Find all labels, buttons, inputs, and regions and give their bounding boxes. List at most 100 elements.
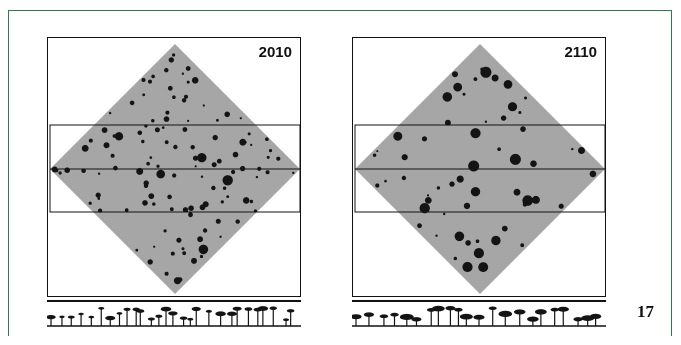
tree-crown	[191, 257, 197, 264]
tree-crown	[211, 185, 216, 191]
tree-crown	[384, 179, 387, 183]
tree-crown	[421, 136, 428, 142]
tree-crown	[199, 254, 204, 259]
tree-crown	[165, 110, 170, 115]
tree-crown	[173, 144, 178, 150]
tree-canopy	[498, 310, 513, 317]
tree-crown	[151, 74, 155, 79]
tree-crown	[142, 93, 146, 97]
stand-plot-svg	[49, 44, 300, 294]
tree-crown	[147, 259, 153, 265]
tree-crown	[149, 156, 153, 159]
tree-canopy	[98, 307, 105, 310]
tree-crown	[239, 165, 246, 172]
tree-canopy	[215, 311, 226, 317]
tree-crown	[484, 120, 488, 123]
tree-canopy	[445, 305, 456, 311]
tree-canopy	[191, 306, 201, 312]
tree-crown	[184, 94, 188, 99]
tree-canopy	[67, 315, 75, 319]
tree-crown	[516, 160, 520, 163]
tree-canopy	[168, 311, 178, 316]
tree-crown	[417, 223, 422, 229]
side-profile-svg	[352, 300, 606, 327]
tree-crown	[470, 187, 481, 197]
tree-crown	[114, 132, 124, 141]
tree-crown	[192, 155, 199, 161]
tree-crown	[81, 168, 86, 173]
tree-crown	[292, 171, 295, 175]
side-profile-svg	[47, 300, 301, 327]
tree-crown	[167, 194, 172, 200]
tree-crown	[163, 229, 167, 233]
tree-crown	[376, 150, 379, 153]
tree-crown	[216, 158, 222, 164]
tree-canopy	[187, 317, 194, 321]
side-profile-2110	[352, 300, 606, 327]
tree-crown	[172, 53, 176, 57]
tree-crown	[154, 127, 160, 133]
tree-crown	[190, 145, 195, 150]
tree-crown	[578, 147, 585, 154]
tree-crown	[442, 92, 453, 102]
tree-crown	[589, 170, 597, 178]
tree-canopy	[136, 309, 145, 313]
tree-crown	[182, 207, 189, 213]
tree-canopy	[244, 307, 253, 311]
tree-crown	[172, 95, 176, 99]
tree-canopy	[390, 312, 399, 317]
tree-crown	[141, 78, 146, 82]
tree-canopy	[432, 305, 445, 312]
tree-crown	[500, 115, 507, 121]
tree-crown	[518, 111, 522, 114]
tree-crown	[108, 111, 112, 115]
tree-crown	[153, 245, 156, 248]
tree-crown	[253, 209, 257, 213]
tree-crown	[97, 197, 101, 200]
tree-crown	[456, 175, 464, 183]
tree-crown	[172, 173, 177, 178]
tree-canopy	[557, 306, 569, 312]
tree-canopy	[573, 317, 583, 322]
tree-crown	[453, 256, 457, 261]
tree-crown	[452, 71, 458, 78]
tree-crown	[463, 202, 471, 210]
tree-crown	[148, 79, 152, 84]
tree-crown	[226, 195, 230, 199]
tree-crown	[491, 74, 499, 82]
tree-crown	[198, 244, 209, 255]
tree-canopy	[363, 312, 375, 317]
tree-crown	[110, 153, 115, 158]
tree-crown	[170, 251, 175, 256]
tree-crown	[188, 212, 193, 218]
tree-crown	[257, 166, 262, 171]
tree-crown	[135, 248, 139, 252]
tree-canopy	[105, 315, 116, 321]
tree-crown	[88, 201, 92, 205]
tree-crown	[266, 155, 270, 159]
tree-crown	[454, 231, 465, 242]
tree-crown	[468, 160, 480, 172]
tree-crown	[242, 197, 250, 204]
tree-crown	[220, 200, 224, 204]
tree-canopy	[59, 315, 65, 319]
tree-crown	[113, 165, 118, 171]
tree-crown	[186, 80, 190, 84]
tree-crown	[200, 175, 204, 178]
tree-crown	[222, 175, 233, 186]
tree-crown	[239, 138, 247, 146]
tree-crown	[444, 119, 451, 126]
tree-crown	[216, 118, 219, 122]
tree-crown	[239, 117, 242, 120]
tree-crown	[222, 186, 227, 190]
tree-crown	[453, 82, 463, 92]
tree-crown	[231, 169, 236, 175]
tree-crown	[473, 77, 478, 81]
tree-crown	[167, 85, 173, 91]
tree-canopy	[513, 309, 526, 315]
tree-crown	[124, 208, 129, 212]
tree-crown	[268, 149, 273, 153]
tree-canopy	[147, 317, 155, 321]
tree-canopy	[352, 314, 362, 320]
tree-crown	[164, 271, 169, 276]
